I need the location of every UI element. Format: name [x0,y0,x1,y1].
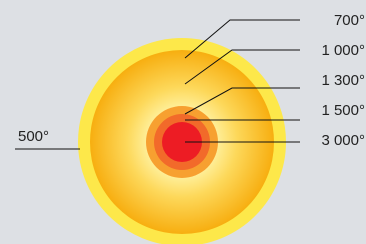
temperature-label: 500° [18,128,49,145]
flame-diagram: 700° 1 000° 1 300° 1 500° 3 000° 500° [0,0,366,244]
temperature-label: 700° [334,12,365,29]
temperature-label: 1 000° [321,42,365,59]
temperature-label: 3 000° [321,132,365,149]
temperature-label: 1 300° [321,72,365,89]
temperature-label: 1 500° [321,102,365,119]
